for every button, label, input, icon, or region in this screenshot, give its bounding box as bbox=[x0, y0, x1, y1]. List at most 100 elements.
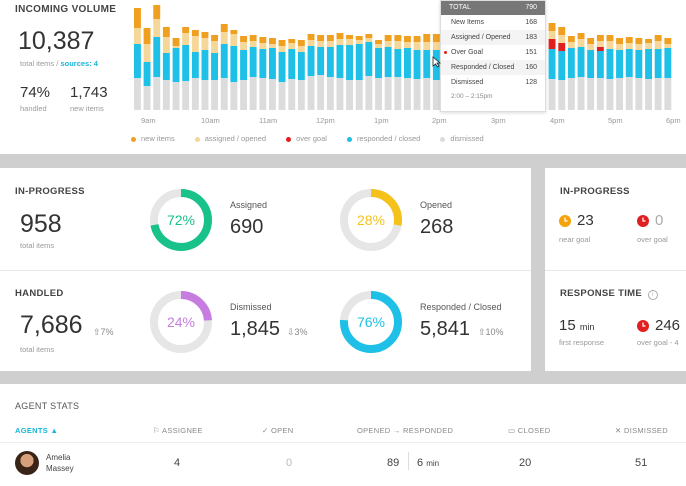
bar-segment-new-items[interactable] bbox=[259, 37, 267, 43]
bar-segment-assigned-opened[interactable] bbox=[346, 39, 353, 45]
bar-segment-responded-closed[interactable] bbox=[606, 49, 614, 79]
bar-segment-new-items[interactable] bbox=[587, 38, 595, 44]
bar-segment-new-items[interactable] bbox=[134, 8, 141, 28]
bar-segment-responded-closed[interactable] bbox=[211, 53, 218, 80]
bar-segment-responded-closed[interactable] bbox=[355, 44, 363, 80]
bar-segment-dismissed[interactable] bbox=[432, 80, 440, 110]
bar-segment-responded-closed[interactable] bbox=[394, 49, 402, 77]
bar-segment-assigned-opened[interactable] bbox=[432, 42, 440, 50]
bar-segment-new-items[interactable] bbox=[162, 27, 170, 37]
bar-segment-assigned-opened[interactable] bbox=[288, 43, 296, 49]
bar-segment-new-items[interactable] bbox=[635, 38, 643, 44]
bar-segment-new-items[interactable] bbox=[336, 33, 344, 39]
info-icon[interactable]: i bbox=[647, 290, 658, 300]
bar-segment-new-items[interactable] bbox=[153, 5, 161, 19]
bar-segment-assigned-opened[interactable] bbox=[365, 38, 373, 42]
bar-segment-assigned-opened[interactable] bbox=[249, 41, 257, 47]
column-opened-responded[interactable]: OPENED → RESPONDED bbox=[357, 426, 453, 435]
bar-segment-dismissed[interactable] bbox=[153, 77, 161, 110]
bar-segment-over-goal[interactable] bbox=[548, 39, 556, 49]
bar-segment-assigned-opened[interactable] bbox=[182, 33, 190, 45]
bar-segment-new-items[interactable] bbox=[548, 23, 556, 31]
bar-segment-new-items[interactable] bbox=[577, 33, 585, 39]
bar-segment-dismissed[interactable] bbox=[143, 86, 151, 110]
bar-segment-assigned-opened[interactable] bbox=[134, 28, 141, 44]
bar-segment-new-items[interactable] bbox=[355, 36, 363, 40]
bar-segment-dismissed[interactable] bbox=[288, 79, 296, 110]
bar-segment-dismissed[interactable] bbox=[596, 78, 604, 110]
bar-segment-responded-closed[interactable] bbox=[336, 45, 344, 78]
bar-segment-responded-closed[interactable] bbox=[240, 50, 247, 80]
bar-segment-responded-closed[interactable] bbox=[269, 48, 276, 79]
column-closed[interactable]: ▭ CLOSED bbox=[508, 426, 550, 435]
bar-segment-new-items[interactable] bbox=[211, 35, 218, 41]
bar-segment-dismissed[interactable] bbox=[664, 78, 672, 110]
bar-segment-assigned-opened[interactable] bbox=[336, 39, 344, 45]
bar-segment-dismissed[interactable] bbox=[567, 78, 575, 110]
bar-segment-assigned-opened[interactable] bbox=[577, 39, 585, 47]
bar-segment-responded-closed[interactable] bbox=[317, 47, 325, 75]
bar-segment-responded-closed[interactable] bbox=[654, 49, 662, 78]
bar-segment-assigned-opened[interactable] bbox=[654, 41, 662, 49]
bar-segment-dismissed[interactable] bbox=[317, 75, 325, 110]
bar-segment-responded-closed[interactable] bbox=[346, 45, 353, 80]
bar-segment-responded-closed[interactable] bbox=[307, 46, 315, 76]
bar-segment-new-items[interactable] bbox=[201, 32, 209, 38]
bar-segment-responded-closed[interactable] bbox=[326, 47, 334, 77]
bar-segment-dismissed[interactable] bbox=[635, 78, 643, 110]
bar-segment-dismissed[interactable] bbox=[336, 78, 344, 110]
bar-segment-responded-closed[interactable] bbox=[635, 50, 643, 78]
bar-segment-assigned-opened[interactable] bbox=[384, 41, 392, 47]
bar-segment-responded-closed[interactable] bbox=[548, 49, 556, 79]
bar-segment-responded-closed[interactable] bbox=[558, 51, 566, 80]
bar-segment-responded-closed[interactable] bbox=[375, 48, 382, 78]
bar-segment-new-items[interactable] bbox=[567, 36, 575, 42]
bar-segment-dismissed[interactable] bbox=[654, 78, 662, 110]
bar-segment-dismissed[interactable] bbox=[269, 79, 276, 110]
bar-segment-new-items[interactable] bbox=[326, 35, 334, 41]
bar-segment-responded-closed[interactable] bbox=[288, 49, 296, 79]
bar-segment-assigned-opened[interactable] bbox=[326, 41, 334, 47]
bar-segment-assigned-opened[interactable] bbox=[404, 42, 411, 48]
bar-segment-dismissed[interactable] bbox=[375, 78, 382, 110]
bar-segment-assigned-opened[interactable] bbox=[394, 41, 402, 49]
bar-segment-dismissed[interactable] bbox=[548, 79, 556, 110]
bar-segment-responded-closed[interactable] bbox=[134, 44, 141, 78]
bar-segment-assigned-opened[interactable] bbox=[259, 43, 267, 49]
bar-segment-new-items[interactable] bbox=[394, 35, 402, 41]
bar-segment-new-items[interactable] bbox=[606, 35, 614, 41]
bar-segment-assigned-opened[interactable] bbox=[548, 31, 556, 39]
bar-segment-new-items[interactable] bbox=[143, 28, 151, 44]
bar-segment-new-items[interactable] bbox=[375, 40, 382, 44]
bar-segment-dismissed[interactable] bbox=[307, 76, 315, 110]
bar-segment-assigned-opened[interactable] bbox=[269, 44, 276, 48]
bar-segment-new-items[interactable] bbox=[288, 39, 296, 43]
bar-segment-new-items[interactable] bbox=[645, 39, 652, 43]
bar-segment-new-items[interactable] bbox=[346, 35, 353, 39]
bar-segment-dismissed[interactable] bbox=[240, 80, 247, 110]
bar-segment-new-items[interactable] bbox=[625, 37, 633, 43]
bar-segment-new-items[interactable] bbox=[240, 36, 247, 42]
bar-segment-responded-closed[interactable] bbox=[297, 52, 305, 80]
bar-segment-new-items[interactable] bbox=[182, 27, 190, 33]
bar-segment-new-items[interactable] bbox=[297, 40, 305, 46]
bar-segment-dismissed[interactable] bbox=[278, 82, 286, 110]
bar-segment-assigned-opened[interactable] bbox=[375, 44, 382, 48]
column-dismissed[interactable]: ✕ DISMISSED bbox=[615, 426, 668, 435]
bar-segment-responded-closed[interactable] bbox=[162, 53, 170, 80]
bar-segment-responded-closed[interactable] bbox=[365, 42, 373, 76]
bar-segment-new-items[interactable] bbox=[278, 40, 286, 46]
bar-segment-assigned-opened[interactable] bbox=[596, 41, 604, 47]
bar-segment-dismissed[interactable] bbox=[355, 80, 363, 110]
bar-segment-responded-closed[interactable] bbox=[567, 48, 575, 78]
bar-segment-assigned-opened[interactable] bbox=[664, 44, 672, 48]
bar-segment-assigned-opened[interactable] bbox=[278, 46, 286, 52]
bar-segment-dismissed[interactable] bbox=[201, 80, 209, 110]
bar-segment-responded-closed[interactable] bbox=[153, 37, 161, 77]
bar-segment-responded-closed[interactable] bbox=[404, 48, 411, 78]
bar-segment-responded-closed[interactable] bbox=[220, 44, 228, 78]
bar-segment-assigned-opened[interactable] bbox=[230, 34, 238, 46]
bar-segment-dismissed[interactable] bbox=[182, 81, 190, 110]
bar-segment-new-items[interactable] bbox=[220, 24, 228, 32]
bar-segment-dismissed[interactable] bbox=[645, 79, 652, 110]
